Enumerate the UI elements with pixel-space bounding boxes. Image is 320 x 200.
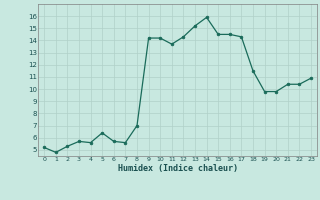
X-axis label: Humidex (Indice chaleur): Humidex (Indice chaleur) bbox=[118, 164, 238, 173]
